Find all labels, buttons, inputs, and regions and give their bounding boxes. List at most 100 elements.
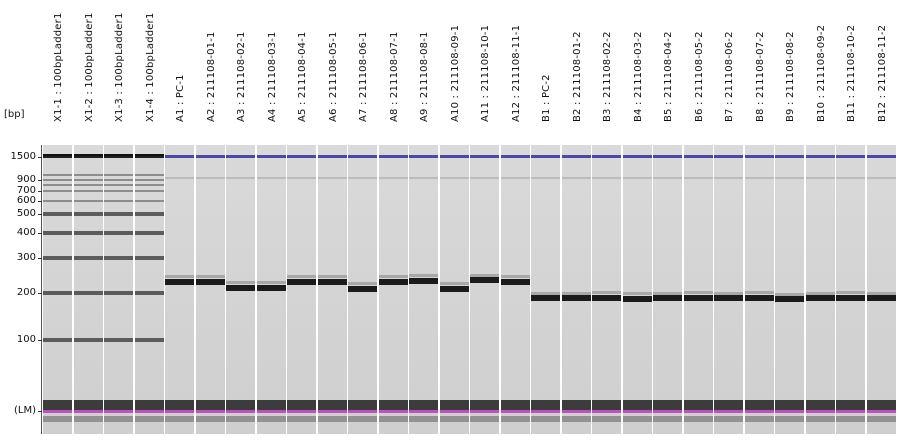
sample-lane <box>348 145 377 434</box>
lane-label-text: A7 : 211108-06-1 <box>358 31 369 122</box>
lane-label-text: A5 : 211108-04-1 <box>297 31 308 122</box>
lower-marker-tail <box>683 416 713 422</box>
lane-label-text: B3 : 211108-02-2 <box>602 31 613 122</box>
main-band <box>195 278 225 285</box>
lower-marker-band <box>195 409 225 413</box>
ladder-band <box>73 200 103 202</box>
lower-marker-smear <box>165 400 194 410</box>
lane-label: A3 : 211108-02-1 <box>226 4 256 122</box>
faint-band <box>561 177 591 179</box>
upper-marker-band <box>561 154 591 158</box>
lane-label: A2 : 211108-01-1 <box>196 4 226 122</box>
faint-band <box>470 177 499 179</box>
tick-mark <box>38 180 42 181</box>
upper-marker-band <box>104 154 133 158</box>
upper-marker-band <box>622 154 652 158</box>
lower-marker-band <box>622 409 652 413</box>
lower-marker-smear <box>622 400 652 410</box>
ladder-lane <box>134 145 164 434</box>
lower-marker-smear <box>500 400 530 410</box>
upper-marker-band <box>348 154 377 158</box>
lane-label: A1 : PC-1 <box>165 4 195 122</box>
sample-lane <box>561 145 591 434</box>
lower-marker-tail <box>378 416 408 422</box>
ladder-band <box>73 179 103 181</box>
lower-marker-band <box>287 409 316 413</box>
lane-label: X1-1 : 100bpLadder1 <box>43 4 73 122</box>
band-shadow <box>409 274 438 278</box>
faint-band <box>439 177 469 179</box>
ladder-band <box>43 190 72 192</box>
lower-marker-smear <box>775 400 804 410</box>
lower-marker-band <box>348 409 377 413</box>
lane-label-text: X1-2 : 100bpLadder1 <box>83 12 95 122</box>
upper-marker-band <box>439 154 469 158</box>
ladder-band <box>43 231 72 235</box>
lower-marker-band <box>470 409 499 413</box>
tick-mark <box>38 201 42 202</box>
lower-marker-band <box>73 409 103 413</box>
lower-marker-tail <box>73 416 103 422</box>
upper-marker-band <box>775 154 804 158</box>
lower-marker-smear <box>409 400 438 410</box>
upper-marker-band <box>592 154 621 158</box>
lower-marker-tail <box>775 416 804 422</box>
lower-marker-band <box>256 409 286 413</box>
lane-label-text: A2 : 211108-01-1 <box>205 31 217 122</box>
upper-marker-band <box>409 154 438 158</box>
faint-band <box>317 177 347 179</box>
tick-mark <box>38 340 42 341</box>
ladder-band <box>43 179 72 181</box>
upper-marker-band <box>836 154 865 158</box>
lower-marker-smear <box>683 400 713 410</box>
sample-lane <box>500 145 530 434</box>
lower-marker-tail <box>531 416 560 422</box>
lower-marker-smear <box>256 400 286 410</box>
lane-label: B6 : 211108-05-2 <box>684 4 714 122</box>
ladder-band <box>134 291 164 295</box>
main-band <box>714 295 743 302</box>
lower-marker-band <box>317 409 347 413</box>
ladder-band <box>104 174 133 177</box>
sample-lane <box>622 145 652 434</box>
upper-marker-band <box>500 154 530 158</box>
upper-marker-band <box>73 154 103 158</box>
sample-lane <box>531 145 560 434</box>
ladder-band <box>104 200 133 202</box>
faint-band <box>531 177 560 179</box>
lower-marker-band <box>744 409 774 413</box>
tick-label: 100 <box>16 334 36 345</box>
main-band <box>561 295 591 302</box>
band-shadow <box>378 275 408 279</box>
ladder-band <box>43 184 72 187</box>
band-shadow <box>561 291 591 295</box>
lower-marker-tail <box>744 416 774 422</box>
ladder-band <box>134 179 164 181</box>
sample-lane <box>409 145 438 434</box>
lower-marker-tail <box>256 416 286 422</box>
lower-marker-smear <box>134 400 164 410</box>
lane-label: A6 : 211108-05-1 <box>318 4 348 122</box>
lower-marker-smear <box>73 400 103 410</box>
main-band <box>836 294 865 301</box>
lower-marker-smear <box>378 400 408 410</box>
sample-lane <box>744 145 774 434</box>
lane-label: B5 : 211108-04-2 <box>653 4 683 122</box>
lower-marker-tail <box>836 416 865 422</box>
ladder-band <box>134 200 164 202</box>
main-band <box>317 278 347 285</box>
lane-label: B7 : 211108-06-2 <box>714 4 744 122</box>
ladder-band <box>134 174 164 177</box>
sample-lane <box>287 145 316 434</box>
band-shadow <box>775 292 804 296</box>
main-band <box>866 295 896 302</box>
ladder-band <box>73 174 103 177</box>
lane-label: X1-3 : 100bpLadder1 <box>104 4 134 122</box>
ladder-band <box>73 256 103 260</box>
tick-label: 300 <box>16 252 36 263</box>
faint-band <box>348 177 377 179</box>
lane-label: B4 : 211108-03-2 <box>623 4 653 122</box>
faint-band <box>287 177 316 179</box>
lane-label-text: X1-1 : 100bpLadder1 <box>53 12 64 122</box>
upper-marker-band <box>256 154 286 158</box>
